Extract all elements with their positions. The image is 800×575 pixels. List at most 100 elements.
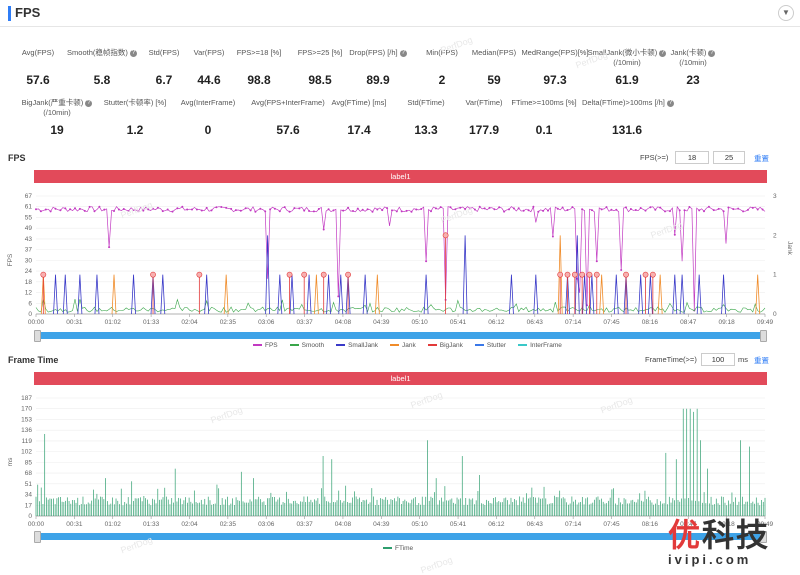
help-icon[interactable]: ?	[129, 49, 137, 57]
help-icon[interactable]: ?	[399, 49, 407, 57]
x-tick-label: 00:00	[28, 319, 45, 326]
fps-point	[59, 209, 62, 212]
stat-label: Drop(FPS) [/h] ?	[349, 48, 407, 57]
fps-threshold-input-2[interactable]: 25	[713, 151, 745, 164]
help-icon[interactable]: ?	[85, 99, 93, 107]
bigjank-marker	[320, 271, 327, 278]
fps-point	[551, 235, 554, 238]
legend-item-bigjank[interactable]: BigJank	[427, 342, 463, 349]
y-tick-label: 170	[21, 406, 32, 413]
fps-point	[464, 208, 467, 210]
stat-value: 57.6	[276, 123, 300, 137]
fps-point	[171, 210, 174, 213]
fps-point	[493, 208, 496, 211]
stat-label: Var(FPS)	[193, 48, 225, 57]
x-tick-label: 09:49	[757, 319, 774, 326]
help-icon[interactable]: ?	[659, 49, 667, 57]
fps-point	[254, 210, 257, 213]
fps-point	[400, 210, 403, 213]
fps-point	[108, 246, 111, 249]
help-icon[interactable]: ?	[666, 99, 674, 107]
stat-std: Std(FPS) 6.7	[119, 48, 209, 87]
bigjank-marker	[586, 271, 593, 278]
legend-item-interframe[interactable]: InterFrame	[518, 342, 562, 349]
x-tick-label: 01:02	[105, 319, 122, 326]
legend-item-fps[interactable]: FPS	[253, 342, 278, 349]
fps-point	[166, 208, 169, 211]
fps-point	[556, 207, 559, 210]
jank-spike	[160, 274, 166, 315]
jank-spike	[755, 274, 761, 315]
stat-label: Jank(卡顿) ? (/10min)	[670, 48, 716, 67]
legend-item-jank[interactable]: Jank	[390, 342, 416, 349]
stat-label: Var(FTime)	[465, 98, 503, 107]
ftime-panel-title: Frame Time	[8, 355, 59, 365]
fps-point	[581, 208, 584, 211]
chevron-down-icon[interactable]: ▼	[778, 5, 794, 21]
fps-point	[132, 209, 135, 211]
legend-item-ftime[interactable]: FTime	[383, 545, 413, 552]
fps-threshold-input-1[interactable]: 18	[675, 151, 709, 164]
fps-point	[664, 210, 666, 213]
ftime-reset-button[interactable]: 重置	[754, 356, 769, 365]
fps-point	[156, 206, 159, 209]
fps-reset-button[interactable]: 重置	[754, 154, 769, 163]
x-tick-label: 07:14	[565, 521, 582, 528]
fps-point	[225, 206, 228, 209]
scrollbar-right-handle[interactable]	[760, 531, 767, 543]
fps-point	[483, 207, 486, 210]
fps-point	[425, 260, 428, 263]
y-tick-label: 6	[28, 300, 32, 307]
fps-point	[547, 209, 549, 212]
bigjank-marker	[301, 271, 308, 278]
fps-point	[420, 208, 423, 210]
scrollbar-left-handle[interactable]	[34, 330, 41, 342]
fps-point	[35, 208, 37, 211]
y2-tick-label: 2	[773, 232, 777, 239]
fps-point	[683, 209, 686, 212]
fps-point	[561, 206, 564, 209]
x-tick-label: 00:31	[66, 319, 83, 326]
fps-point	[430, 210, 432, 213]
fps-point	[366, 208, 369, 211]
page-title: FPS	[15, 5, 41, 20]
x-tick-label: 08:16	[642, 319, 659, 326]
fps-point	[269, 208, 272, 211]
scrollbar-right-handle[interactable]	[760, 330, 767, 342]
stat-label: Std(FTime)	[407, 98, 445, 107]
scrollbar-left-handle[interactable]	[34, 531, 41, 543]
stat-label: Avg(FTime) [ms]	[331, 98, 387, 107]
stat-avg: Avg(FTime) [ms] 17.4	[314, 98, 404, 137]
legend-item-smalljank[interactable]: SmallJank	[336, 342, 378, 349]
fps-point	[717, 207, 720, 210]
y-tick-label: 0	[28, 311, 32, 318]
fps-time-scrollbar[interactable]	[34, 330, 767, 342]
ftime-time-scrollbar[interactable]	[34, 531, 767, 543]
fps-point	[649, 206, 652, 209]
legend-item-stutter[interactable]: Stutter	[474, 342, 506, 349]
stat-value: 57.6	[26, 73, 50, 87]
jank-spike	[338, 274, 344, 315]
y2-tick-label: 0	[773, 311, 777, 318]
jank-spike	[362, 274, 368, 315]
bigjank-marker	[40, 271, 47, 278]
ftime-threshold-input[interactable]: 100	[701, 353, 735, 366]
stat-label: FTime>=100ms [%]	[511, 98, 577, 107]
help-icon[interactable]: ?	[708, 49, 716, 57]
fps-point	[78, 207, 81, 210]
x-tick-label: 06:12	[488, 319, 505, 326]
fps-point	[537, 210, 540, 213]
fps-point	[195, 208, 198, 211]
jank-spike	[77, 274, 83, 315]
fps-panel-title: FPS	[8, 153, 26, 163]
stat-fps-18-: FPS>=18 [%] 98.8	[214, 48, 304, 87]
fps-point	[415, 208, 418, 211]
x-tick-label: 03:06	[258, 319, 275, 326]
fps-point	[205, 206, 208, 209]
x-tick-label: 05:41	[450, 319, 467, 326]
x-tick-label: 07:14	[565, 319, 582, 326]
ftime-unit: ms	[738, 355, 748, 364]
fps-point	[312, 210, 315, 213]
legend-item-smooth[interactable]: Smooth	[289, 342, 324, 349]
x-tick-label: 05:10	[412, 521, 429, 528]
